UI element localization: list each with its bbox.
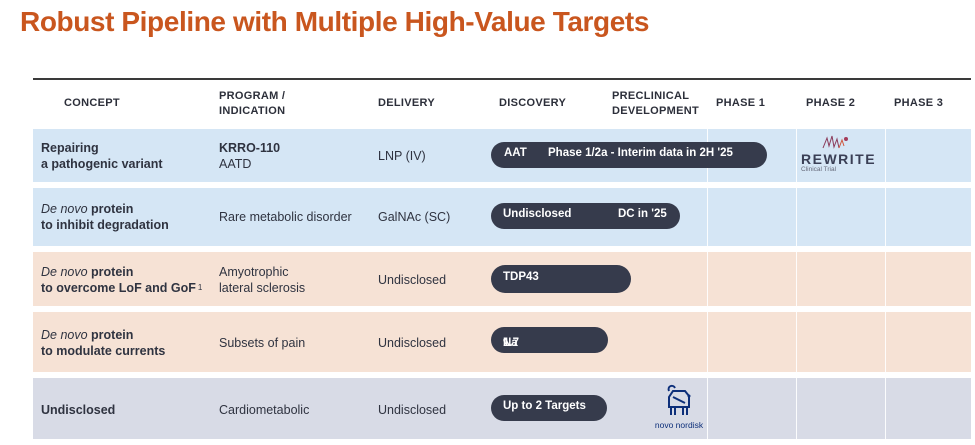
indication-line1: Amyotrophic	[219, 265, 289, 279]
header-phase3: PHASE 3	[894, 97, 944, 109]
progress-bar: AAT Phase 1/2a - Interim data in 2H '25	[491, 142, 767, 168]
bar-label-subscript: v	[503, 337, 508, 346]
rewrite-subtext: Clinical Trial	[801, 166, 837, 173]
concept-cell: De novo protein to inhibit degradation	[41, 201, 169, 233]
rewrite-text: REWRITE	[801, 151, 877, 167]
concept-line1: protein	[87, 202, 134, 216]
indication-cell: Amyotrophic lateral sclerosis	[219, 264, 305, 296]
rewrite-logo: REWRITE Clinical Trial	[801, 134, 876, 173]
delivery-cell: LNP (IV)	[378, 149, 426, 163]
delivery-cell: Undisclosed	[378, 273, 447, 287]
concept-line1: Undisclosed	[41, 403, 116, 417]
page-title: Robust Pipeline with Multiple High-Value…	[20, 6, 649, 37]
concept-line1: protein	[87, 265, 134, 279]
header-program-line2: INDICATION	[219, 105, 286, 117]
bar-target-label: TDP43	[503, 271, 539, 283]
concept-line1: Repairing	[41, 141, 99, 155]
concept-line2: to overcome LoF and GoF	[41, 281, 196, 295]
column-divider	[885, 129, 886, 439]
bar-label-part: Na	[503, 337, 518, 349]
header-preclinical-line2: DEVELOPMENT	[612, 105, 700, 117]
rewrite-mark-icon	[822, 135, 848, 149]
header-concept: CONCEPT	[64, 97, 120, 109]
footnote-marker: 1	[197, 283, 203, 292]
program-name: KRRO-110	[219, 141, 281, 155]
novo-nordisk-logo: novo nordisk	[648, 383, 710, 430]
bar-status-label: Phase 1/2a - Interim data in 2H '25	[548, 147, 733, 159]
progress-bar: TDP43	[491, 265, 631, 293]
header-program-line1: PROGRAM /	[219, 90, 286, 102]
delivery-cell: GalNAc (SC)	[378, 210, 451, 224]
bar-status-label: DC in '25	[618, 208, 667, 220]
concept-italic: De novo	[41, 265, 88, 279]
concept-italic: De novo	[41, 328, 88, 342]
novo-nordisk-text: novo nordisk	[654, 420, 704, 430]
bar-target-label: Undisclosed	[503, 208, 572, 220]
bar-target-label: Up to 2 Targets	[503, 400, 586, 412]
header-phase1: PHASE 1	[716, 97, 766, 109]
program-cell: KRRO-110 AATD	[219, 140, 280, 172]
header-program: PROGRAM / INDICATION	[219, 89, 285, 119]
header-delivery: DELIVERY	[378, 97, 436, 109]
delivery-cell: Undisclosed	[378, 336, 447, 350]
delivery-cell: Undisclosed	[378, 403, 447, 417]
concept-line1: protein	[87, 328, 134, 342]
bar-target-label: AAT	[504, 147, 527, 159]
column-divider	[707, 129, 708, 439]
concept-cell: De novo protein to overcome LoF and GoF 1	[41, 264, 202, 296]
header-preclinical-line1: PRECLINICAL	[612, 90, 690, 102]
header-discovery: DISCOVERY	[499, 97, 567, 109]
indication: AATD	[219, 157, 252, 171]
concept-cell: De novo protein to modulate currents	[41, 327, 165, 359]
header-preclinical: PRECLINICAL DEVELOPMENT	[612, 89, 699, 119]
bar-label-part: 1.7	[503, 337, 519, 349]
indication-cell: Subsets of pain	[219, 336, 306, 350]
concept-line2: a pathogenic variant	[41, 157, 163, 171]
indication-cell: Cardiometabolic	[219, 403, 310, 417]
table-top-rule	[33, 78, 971, 80]
apis-bull-icon	[667, 384, 691, 415]
indication-line2: lateral sclerosis	[219, 281, 306, 295]
header-phase2: PHASE 2	[806, 97, 856, 109]
concept-line2: to inhibit degradation	[41, 218, 169, 232]
progress-bar: Undisclosed DC in '25	[491, 203, 680, 229]
concept-cell: Repairing a pathogenic variant	[41, 140, 163, 172]
progress-bar: Up to 2 Targets	[491, 395, 607, 421]
indication-cell: Rare metabolic disorder	[219, 210, 352, 224]
concept-italic: De novo	[41, 202, 88, 216]
concept-cell: Undisclosed	[41, 402, 115, 418]
progress-bar: Na v 1.7	[491, 327, 608, 353]
column-divider	[796, 129, 797, 439]
concept-line2: to modulate currents	[41, 344, 166, 358]
